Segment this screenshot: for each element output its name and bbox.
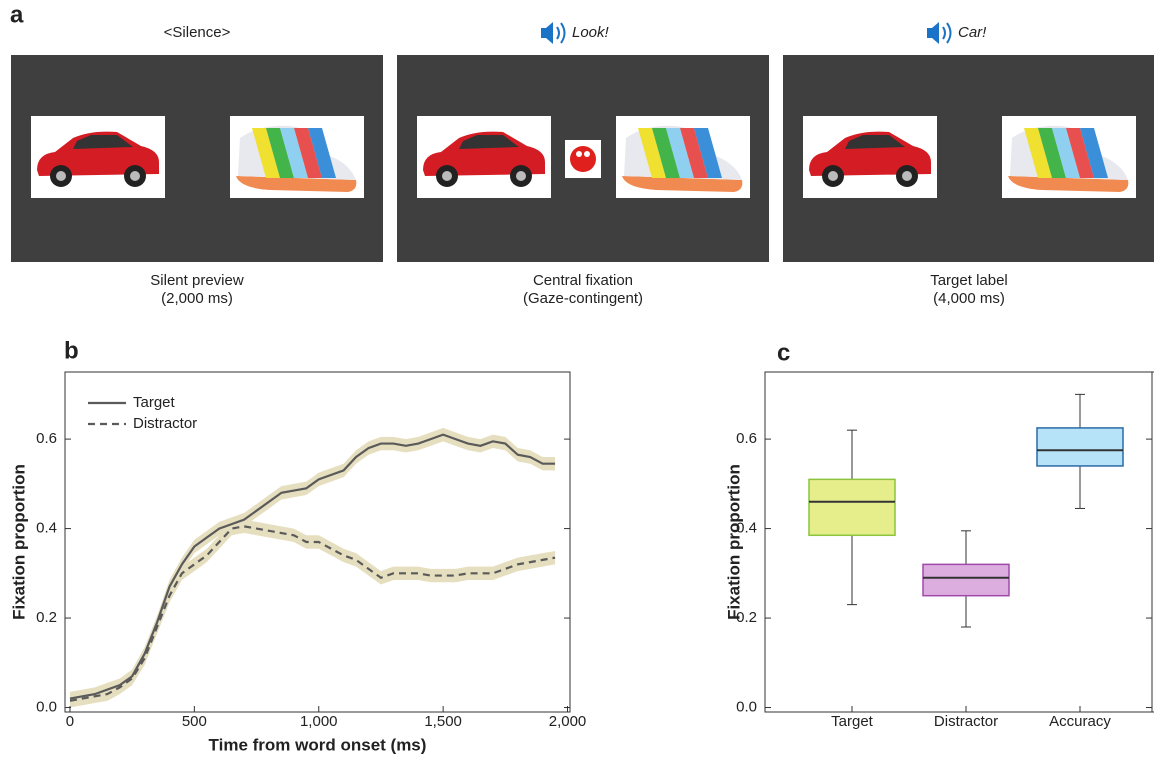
- y-tick-label: 0.4: [36, 520, 57, 537]
- frame-duration: (2,000 ms): [161, 290, 233, 307]
- speaker-icon: [927, 22, 939, 44]
- speaker-waves: [557, 23, 565, 43]
- x-axis-label: Time from word onset (ms): [209, 735, 427, 754]
- figure: a b c <Silence> Silent preview(2,000 ms) L…: [0, 0, 1154, 758]
- box: [1037, 428, 1123, 466]
- frame-duration: (4,000 ms): [933, 290, 1005, 307]
- series-line: [70, 526, 555, 700]
- legend-label: Distractor: [133, 415, 197, 432]
- shoe-image: [230, 116, 364, 198]
- confidence-band: [70, 520, 555, 708]
- hub: [56, 171, 66, 181]
- hub: [902, 171, 912, 181]
- panel-label: c: [777, 339, 790, 366]
- car-image: [31, 116, 165, 198]
- y-axis-label: Fixation proportion: [724, 464, 743, 620]
- x-tick-label: Accuracy: [1049, 713, 1111, 730]
- y-tick-label: 0.2: [36, 609, 57, 626]
- audio-cue: <Silence>: [164, 24, 231, 41]
- car-image: [803, 116, 937, 198]
- x-tick-label: 1,500: [424, 713, 462, 730]
- fixation-face: [570, 146, 596, 172]
- shoe-image: [616, 116, 750, 198]
- plot-frame: [765, 372, 1154, 712]
- frame-caption: Silent preview: [150, 272, 244, 289]
- fixation-eye: [584, 151, 590, 157]
- legend-label: Target: [133, 394, 176, 411]
- hub: [516, 171, 526, 181]
- series-line: [70, 435, 555, 699]
- hub: [828, 171, 838, 181]
- x-tick-label: Distractor: [934, 713, 998, 730]
- frame-caption: Target label: [930, 272, 1008, 289]
- box: [923, 564, 1009, 595]
- box: [809, 479, 895, 535]
- x-tick-label: 0: [66, 713, 74, 730]
- fixation-eye: [576, 151, 582, 157]
- x-tick-label: 2,000: [549, 713, 587, 730]
- speaker-waves: [943, 23, 951, 43]
- panel-label: b: [64, 337, 79, 364]
- x-tick-label: 1,000: [300, 713, 338, 730]
- x-tick-label: 500: [182, 713, 207, 730]
- shoe-image: [1002, 116, 1136, 198]
- speaker-icon: [541, 22, 553, 44]
- audio-cue: Car!: [958, 24, 987, 41]
- hub: [130, 171, 140, 181]
- panel-label: a: [10, 1, 24, 28]
- y-tick-label: 0.0: [36, 698, 57, 715]
- car-image: [417, 116, 551, 198]
- y-tick-label: 0.6: [736, 430, 757, 447]
- y-tick-label: 0.6: [36, 430, 57, 447]
- frame-duration: (Gaze-contingent): [523, 290, 643, 307]
- y-tick-label: 0.0: [736, 698, 757, 715]
- y-axis-label: Fixation proportion: [9, 464, 28, 620]
- frame-caption: Central fixation: [533, 272, 633, 289]
- hub: [442, 171, 452, 181]
- x-tick-label: Target: [831, 713, 874, 730]
- audio-cue: Look!: [572, 24, 610, 41]
